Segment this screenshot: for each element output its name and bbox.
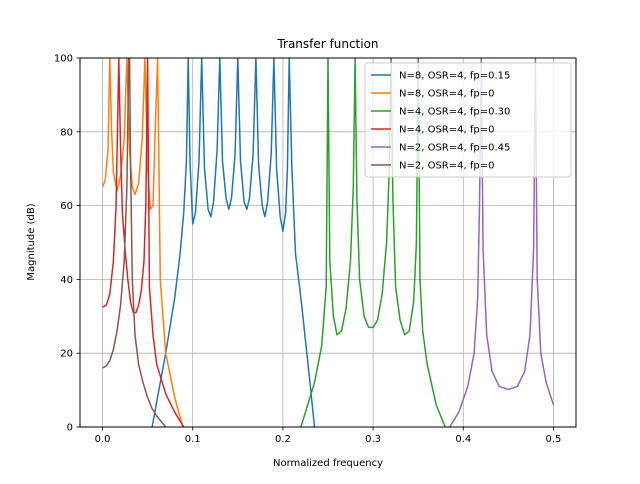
legend-label: N=2, OSR=4, fp=0.45 bbox=[399, 143, 510, 154]
x-tick-label: 0.1 bbox=[185, 434, 201, 445]
series-group bbox=[101, 58, 555, 427]
axis-ticks: 0.0 0.1 0.2 0.3 0.4 0.5 0 20 40 60 80 100 bbox=[54, 54, 562, 446]
x-tick-label: 0.5 bbox=[546, 434, 562, 445]
legend-label: N=4, OSR=4, fp=0.30 bbox=[399, 107, 510, 118]
y-tick-label: 0 bbox=[67, 423, 73, 434]
legend-label: N=8, OSR=4, fp=0 bbox=[399, 89, 494, 100]
chart-title: Transfer function bbox=[276, 37, 378, 51]
y-tick-label: 100 bbox=[54, 54, 73, 65]
x-axis-label: Normalized frequency bbox=[273, 458, 383, 469]
x-tick-label: 0.0 bbox=[95, 434, 111, 445]
series-line-1 bbox=[151, 58, 316, 427]
series-line-6 bbox=[102, 58, 167, 427]
legend-label: N=8, OSR=4, fp=0.15 bbox=[399, 71, 510, 82]
x-tick-label: 0.4 bbox=[455, 434, 471, 445]
y-axis-label: Magnitude (dB) bbox=[26, 203, 37, 280]
x-tick-label: 0.3 bbox=[365, 434, 381, 445]
y-tick-label: 40 bbox=[60, 275, 73, 286]
series-line-3 bbox=[300, 58, 446, 427]
y-tick-label: 20 bbox=[60, 349, 73, 360]
series-line-2 bbox=[101, 58, 184, 427]
series-line-5 bbox=[449, 58, 555, 427]
x-tick-label: 0.2 bbox=[275, 434, 291, 445]
y-tick-label: 80 bbox=[60, 127, 73, 138]
legend-label: N=2, OSR=4, fp=0 bbox=[399, 161, 494, 172]
y-tick-label: 60 bbox=[60, 201, 73, 212]
legend: N=8, OSR=4, fp=0.15 N=8, OSR=4, fp=0 N=4, … bbox=[364, 62, 572, 178]
legend-label: N=4, OSR=4, fp=0 bbox=[399, 125, 494, 136]
plot-frame bbox=[79, 57, 577, 428]
legend-box bbox=[364, 62, 572, 178]
